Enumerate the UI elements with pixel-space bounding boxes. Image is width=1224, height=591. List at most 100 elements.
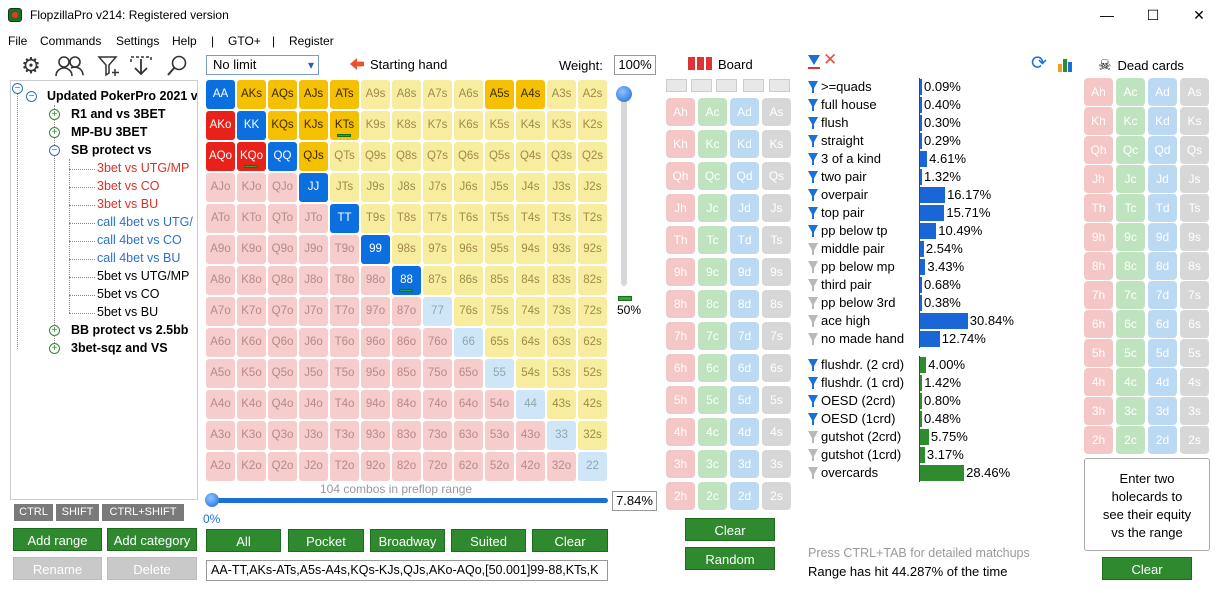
hand-cell-85o[interactable]: 85o bbox=[392, 359, 421, 388]
hand-cell-QJo[interactable]: QJo bbox=[268, 173, 297, 202]
card-6c[interactable]: 6c bbox=[1116, 310, 1145, 338]
hand-cell-A4o[interactable]: A4o bbox=[206, 390, 235, 419]
card-Js[interactable]: Js bbox=[762, 194, 791, 222]
card-Jd[interactable]: Jd bbox=[730, 194, 759, 222]
card-Js[interactable]: Js bbox=[1180, 165, 1209, 193]
hand-cell-AJo[interactable]: AJo bbox=[206, 173, 235, 202]
hand-cell-KK[interactable]: KK bbox=[237, 111, 266, 140]
hand-cell-A5s[interactable]: A5s bbox=[485, 80, 514, 109]
filter-icon[interactable] bbox=[808, 99, 818, 111]
hand-cell-KTs[interactable]: KTs bbox=[330, 111, 359, 140]
filter-icon[interactable] bbox=[808, 171, 818, 183]
filter-icon[interactable] bbox=[808, 207, 818, 219]
hand-cell-Q6s[interactable]: Q6s bbox=[454, 142, 483, 171]
stat-row[interactable]: overpair 16.17% bbox=[806, 186, 1036, 204]
hand-cell-K2s[interactable]: K2s bbox=[578, 111, 607, 140]
hand-cell-T7o[interactable]: T7o bbox=[330, 297, 359, 326]
card-3d[interactable]: 3d bbox=[1148, 397, 1177, 425]
hand-cell-64o[interactable]: 64o bbox=[454, 390, 483, 419]
card-7h[interactable]: 7h bbox=[666, 322, 695, 350]
board-slot[interactable] bbox=[743, 79, 764, 92]
hand-cell-K5o[interactable]: K5o bbox=[237, 359, 266, 388]
tree-root[interactable]: Updated PokerPro 2021 v bbox=[47, 89, 198, 103]
filter-icon[interactable] bbox=[808, 377, 818, 389]
card-8h[interactable]: 8h bbox=[1084, 252, 1113, 280]
card-5d[interactable]: 5d bbox=[730, 386, 759, 414]
hand-cell-87o[interactable]: 87o bbox=[392, 297, 421, 326]
hand-cell-ATo[interactable]: ATo bbox=[206, 204, 235, 233]
hand-cell-85s[interactable]: 85s bbox=[485, 266, 514, 295]
stat-row[interactable]: 3 of a kind 4.61% bbox=[806, 150, 1036, 168]
card-6h[interactable]: 6h bbox=[666, 354, 695, 382]
card-4h[interactable]: 4h bbox=[1084, 368, 1113, 396]
hand-cell-QTo[interactable]: QTo bbox=[268, 204, 297, 233]
hand-cell-A3o[interactable]: A3o bbox=[206, 421, 235, 450]
filter-icon[interactable] bbox=[808, 135, 818, 147]
tree-item-r1[interactable]: R1 and vs 3BET bbox=[71, 107, 166, 121]
card-Ts[interactable]: Ts bbox=[762, 226, 791, 254]
hand-cell-52s[interactable]: 52s bbox=[578, 359, 607, 388]
weight-input[interactable]: 100% bbox=[614, 55, 656, 75]
suited-button[interactable]: Suited bbox=[451, 529, 526, 552]
card-9c[interactable]: 9c bbox=[698, 258, 727, 286]
expand-icon[interactable]: + bbox=[49, 343, 60, 354]
card-Ad[interactable]: Ad bbox=[730, 98, 759, 126]
hand-cell-A8s[interactable]: A8s bbox=[392, 80, 421, 109]
tree-item-3bet-sqz[interactable]: 3bet-sqz and VS bbox=[71, 341, 168, 355]
card-Qd[interactable]: Qd bbox=[1148, 136, 1177, 164]
hand-cell-J2s[interactable]: J2s bbox=[578, 173, 607, 202]
hand-cell-92o[interactable]: 92o bbox=[361, 452, 390, 481]
filter-icon[interactable] bbox=[808, 189, 818, 201]
card-8c[interactable]: 8c bbox=[1116, 252, 1145, 280]
hand-cell-T6s[interactable]: T6s bbox=[454, 204, 483, 233]
card-6s[interactable]: 6s bbox=[762, 354, 791, 382]
card-2d[interactable]: 2d bbox=[730, 482, 759, 510]
pocket-button[interactable]: Pocket bbox=[288, 529, 364, 552]
card-Qh[interactable]: Qh bbox=[1084, 136, 1113, 164]
tree-leaf[interactable]: 5bet vs BU bbox=[97, 305, 159, 319]
range-percent-input[interactable]: 7.84% bbox=[612, 491, 657, 511]
card-Qh[interactable]: Qh bbox=[666, 162, 695, 190]
hand-cell-53s[interactable]: 53s bbox=[547, 359, 576, 388]
board-slot[interactable] bbox=[769, 79, 790, 92]
hand-cell-43s[interactable]: 43s bbox=[547, 390, 576, 419]
menu-register[interactable]: Register bbox=[289, 34, 334, 48]
stat-row[interactable]: >=quads 0.09% bbox=[806, 78, 1036, 96]
hand-cell-43o[interactable]: 43o bbox=[516, 421, 545, 450]
weight-slider-track[interactable] bbox=[621, 90, 627, 286]
minimize-button[interactable]: — bbox=[1100, 7, 1114, 23]
card-Jc[interactable]: Jc bbox=[698, 194, 727, 222]
chart-icon[interactable] bbox=[1058, 56, 1076, 72]
hand-cell-J3s[interactable]: J3s bbox=[547, 173, 576, 202]
card-2c[interactable]: 2c bbox=[698, 482, 727, 510]
search-icon[interactable] bbox=[164, 54, 190, 80]
hand-cell-J9o[interactable]: J9o bbox=[299, 235, 328, 264]
maximize-button[interactable]: ☐ bbox=[1146, 7, 1160, 23]
shift-modifier[interactable]: SHIFT bbox=[56, 504, 99, 521]
close-button[interactable]: ✕ bbox=[1193, 7, 1205, 23]
filter-icon[interactable] bbox=[808, 359, 818, 371]
hand-cell-K6s[interactable]: K6s bbox=[454, 111, 483, 140]
card-Qd[interactable]: Qd bbox=[730, 162, 759, 190]
hand-cell-JTs[interactable]: JTs bbox=[330, 173, 359, 202]
card-Ad[interactable]: Ad bbox=[1148, 78, 1177, 106]
filter-icon[interactable] bbox=[808, 81, 818, 93]
board-slot[interactable] bbox=[691, 79, 712, 92]
hand-cell-A4s[interactable]: A4s bbox=[516, 80, 545, 109]
hand-cell-96o[interactable]: 96o bbox=[361, 328, 390, 357]
hand-cell-65o[interactable]: 65o bbox=[454, 359, 483, 388]
board-slot[interactable] bbox=[666, 79, 687, 92]
stat-row[interactable]: OESD (2crd) 0.80% bbox=[806, 392, 1036, 410]
filter-add-icon[interactable] bbox=[96, 54, 122, 80]
hand-cell-KQs[interactable]: KQs bbox=[268, 111, 297, 140]
hand-cell-K5s[interactable]: K5s bbox=[485, 111, 514, 140]
card-Jh[interactable]: Jh bbox=[666, 194, 695, 222]
hand-cell-Q5o[interactable]: Q5o bbox=[268, 359, 297, 388]
hand-cell-94o[interactable]: 94o bbox=[361, 390, 390, 419]
hand-cell-42o[interactable]: 42o bbox=[516, 452, 545, 481]
card-3s[interactable]: 3s bbox=[1180, 397, 1209, 425]
stat-row[interactable]: overcards 28.46% bbox=[806, 464, 1036, 482]
starting-hand-label[interactable]: Starting hand bbox=[350, 57, 447, 72]
hand-cell-75s[interactable]: 75s bbox=[485, 297, 514, 326]
card-8s[interactable]: 8s bbox=[1180, 252, 1209, 280]
